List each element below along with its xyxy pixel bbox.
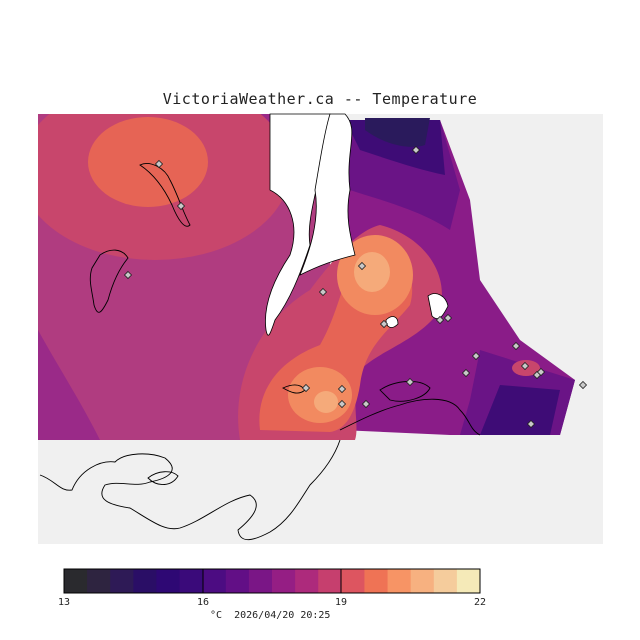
colorbar-segment [133,569,157,593]
colorbar-segment [179,569,204,593]
colorbar-tick-16: 16 [196,597,210,608]
colorbar-tick-22: 22 [473,597,487,608]
station-marker [357,261,367,271]
contour-nw-warmer [88,117,208,207]
east-peninsula [379,381,431,402]
island-north [139,163,191,227]
station-marker [154,159,164,169]
island-west [89,249,129,313]
east-lake-2 [385,316,399,328]
station-marker [461,368,471,378]
contour-east-cold-core [365,118,430,147]
water-channel [265,113,331,336]
station-marker [176,201,186,211]
colorbar-segment [64,569,88,593]
station-marker [536,367,546,377]
station-markers [123,145,588,429]
colorbar-segment [456,569,481,593]
station-marker [337,384,347,394]
south-coastline [39,439,341,541]
contour-east-cold-2 [480,385,560,435]
colorbar-segment [202,569,227,593]
station-marker [123,270,133,280]
station-marker [301,383,311,393]
colorbar-segment [225,569,250,593]
station-marker [379,319,389,329]
unit-label: °C [210,610,223,621]
colorbar-segment [87,569,111,593]
station-marker [435,315,445,325]
station-marker [526,419,536,429]
east-coastline [339,398,481,436]
colorbar-segment [364,569,389,593]
timestamp: 2026/04/20 20:25 [234,610,331,621]
colorbar-segment [387,569,412,593]
colorbar-segment [341,569,365,593]
station-marker [471,351,481,361]
station-marker [443,313,453,323]
station-marker [405,377,415,387]
colorbar-segment [110,569,134,593]
temperature-field [38,114,575,440]
station-marker [520,361,530,371]
colorbar-segment [295,569,319,593]
contour-south-hottest [314,391,338,413]
south-island [147,471,179,485]
station-marker [318,287,328,297]
colorbar-segment [248,569,273,593]
colorbar-segment [410,569,435,593]
east-lake-1 [427,293,449,320]
colorbar-segment [433,569,458,593]
station-marker [361,399,371,409]
contour-west [38,330,100,440]
station-marker [511,341,521,351]
station-marker [578,380,588,390]
map-title: VictoriaWeather.ca -- Temperature [162,90,478,108]
colorbar-tick-13: 13 [57,597,71,608]
contour-center-hottest [354,252,390,292]
colorbar-tick-19: 19 [334,597,348,608]
colorbar [64,569,481,593]
colorbar-segment [318,569,342,593]
water-strait [299,113,356,276]
colorbar-segment [272,569,296,593]
map-footer: °C 2026/04/20 20:25 [210,610,330,621]
station-marker [411,145,421,155]
colorbar-frame [63,568,481,594]
station-marker [337,399,347,409]
colorbar-segment [156,569,181,593]
